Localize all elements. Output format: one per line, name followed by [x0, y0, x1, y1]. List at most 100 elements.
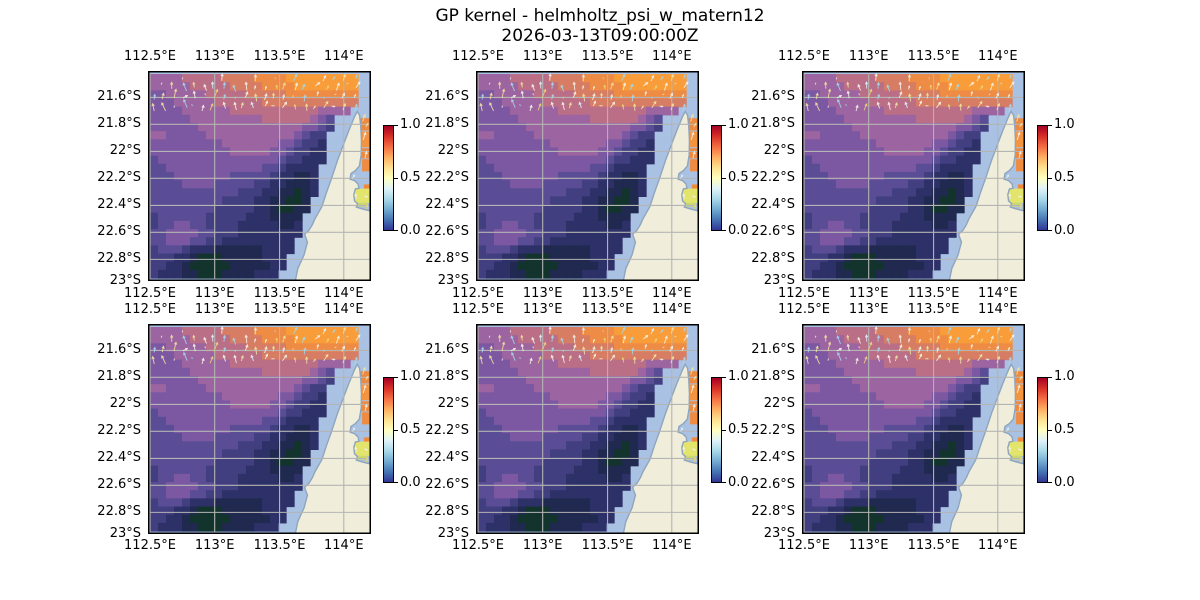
x-tick-label-bottom: 113°E	[848, 286, 889, 301]
y-tick-label: 22°S	[763, 396, 795, 412]
y-tick-label: 22°S	[109, 396, 141, 412]
colorbar-tick	[1048, 482, 1052, 483]
y-tick-label: 22.2°S	[751, 423, 795, 439]
colorbar-tick-label: 0.0	[400, 223, 421, 238]
colorbar-tick	[1048, 377, 1052, 378]
y-tick-label: 22.4°S	[97, 450, 141, 466]
x-tick-label-top: 113.5°E	[581, 302, 634, 317]
colorbar-tick	[722, 125, 726, 126]
y-tick-label: 22.6°S	[425, 477, 469, 493]
x-tick-label-bottom: 114°E	[324, 538, 364, 553]
y-tick-label: 22°S	[109, 143, 141, 159]
x-tick-label-bottom: 113°E	[194, 538, 235, 553]
x-tick-label-top: 113°E	[194, 302, 235, 317]
y-tick-label: 22.4°S	[425, 450, 469, 466]
y-tick-label: 22.8°S	[97, 251, 141, 267]
x-tick-label-bottom: 114°E	[978, 286, 1018, 301]
y-tick-label: 22.8°S	[751, 504, 795, 520]
colorbar-tick	[1048, 230, 1052, 231]
x-tick-label-bottom: 113°E	[194, 286, 235, 301]
y-tick-label: 22.8°S	[425, 251, 469, 267]
colorbar	[1037, 377, 1048, 483]
y-tick-label: 21.8°S	[751, 369, 795, 385]
x-tick-label-bottom: 112.5°E	[452, 286, 504, 301]
y-tick-label: 22.2°S	[751, 170, 795, 186]
x-tick-label-top: 112.5°E	[778, 302, 830, 317]
x-tick-label-bottom: 114°E	[652, 538, 692, 553]
chart-title-line1: GP kernel - helmholtz_psi_w_matern12	[435, 6, 765, 26]
y-tick-label: 21.8°S	[97, 369, 141, 385]
x-tick-label-bottom: 112.5°E	[124, 538, 176, 553]
x-tick-label-top: 113.5°E	[907, 49, 960, 64]
y-tick-label: 23°S	[763, 526, 795, 541]
y-tick-label: 23°S	[763, 273, 795, 288]
x-tick-label-bottom: 112.5°E	[452, 538, 504, 553]
x-tick-label-top: 114°E	[324, 49, 364, 64]
y-tick-label: 22.4°S	[425, 197, 469, 213]
colorbar-tick-label: 0.5	[1054, 422, 1075, 437]
x-tick-label-top: 114°E	[324, 302, 364, 317]
x-tick-label-top: 114°E	[978, 302, 1018, 317]
y-tick-label: 21.6°S	[97, 342, 141, 358]
y-tick-label: 22°S	[763, 143, 795, 159]
x-tick-label-top: 114°E	[652, 49, 692, 64]
colorbar-tick-label: 1.0	[400, 117, 421, 132]
colorbar-tick	[394, 230, 398, 231]
y-tick-label: 21.8°S	[425, 116, 469, 132]
x-tick-label-bottom: 113.5°E	[907, 286, 960, 301]
colorbar-tick-label: 0.5	[1054, 170, 1075, 185]
y-tick-label: 22.2°S	[97, 170, 141, 186]
map-canvas-r2c2	[476, 324, 699, 534]
colorbar-tick	[722, 482, 726, 483]
x-tick-label-top: 112.5°E	[452, 49, 504, 64]
y-tick-label: 22.8°S	[97, 504, 141, 520]
colorbar	[711, 377, 722, 483]
y-tick-label: 22.4°S	[751, 197, 795, 213]
y-tick-label: 23°S	[437, 273, 469, 288]
colorbar-tick-label: 0.5	[728, 422, 749, 437]
x-tick-label-bottom: 112.5°E	[778, 286, 830, 301]
colorbar-tick-label: 0.5	[400, 422, 421, 437]
colorbar-tick	[394, 125, 398, 126]
colorbar-tick	[722, 377, 726, 378]
x-tick-label-top: 113°E	[522, 49, 563, 64]
x-tick-label-top: 113°E	[848, 49, 889, 64]
map-canvas-r1c3	[802, 71, 1025, 281]
y-tick-label: 22.4°S	[97, 197, 141, 213]
colorbar-tick	[394, 377, 398, 378]
y-tick-label: 22.2°S	[425, 423, 469, 439]
x-tick-label-bottom: 113°E	[522, 286, 563, 301]
colorbar-tick-label: 1.0	[1054, 117, 1075, 132]
y-tick-label: 21.6°S	[751, 342, 795, 358]
x-tick-label-top: 112.5°E	[124, 49, 176, 64]
y-tick-label: 22.8°S	[751, 251, 795, 267]
x-tick-label-top: 113°E	[522, 302, 563, 317]
map-canvas-r1c2	[476, 71, 699, 281]
y-tick-label: 22.6°S	[751, 477, 795, 493]
colorbar-tick-label: 0.0	[400, 475, 421, 490]
colorbar-tick-label: 0.0	[1054, 475, 1075, 490]
colorbar-tick-label: 0.5	[728, 170, 749, 185]
x-tick-label-top: 113.5°E	[253, 49, 306, 64]
y-tick-label: 23°S	[109, 526, 141, 541]
y-tick-label: 21.6°S	[97, 89, 141, 105]
colorbar-tick	[1048, 125, 1052, 126]
x-tick-label-bottom: 114°E	[324, 286, 364, 301]
x-tick-label-bottom: 113.5°E	[907, 538, 960, 553]
y-tick-label: 21.8°S	[97, 116, 141, 132]
x-tick-label-bottom: 113.5°E	[253, 538, 306, 553]
colorbar-tick	[394, 430, 398, 431]
x-tick-label-top: 114°E	[652, 302, 692, 317]
x-tick-label-bottom: 114°E	[652, 286, 692, 301]
y-tick-label: 23°S	[109, 273, 141, 288]
y-tick-label: 22.4°S	[751, 450, 795, 466]
colorbar-tick-label: 0.5	[400, 170, 421, 185]
colorbar-tick-label: 0.0	[728, 223, 749, 238]
y-tick-label: 22°S	[437, 396, 469, 412]
map-canvas-r1c1	[148, 71, 371, 281]
y-tick-label: 22.6°S	[425, 224, 469, 240]
colorbar-tick-label: 0.0	[728, 475, 749, 490]
colorbar-tick	[394, 178, 398, 179]
y-tick-label: 22.8°S	[425, 504, 469, 520]
